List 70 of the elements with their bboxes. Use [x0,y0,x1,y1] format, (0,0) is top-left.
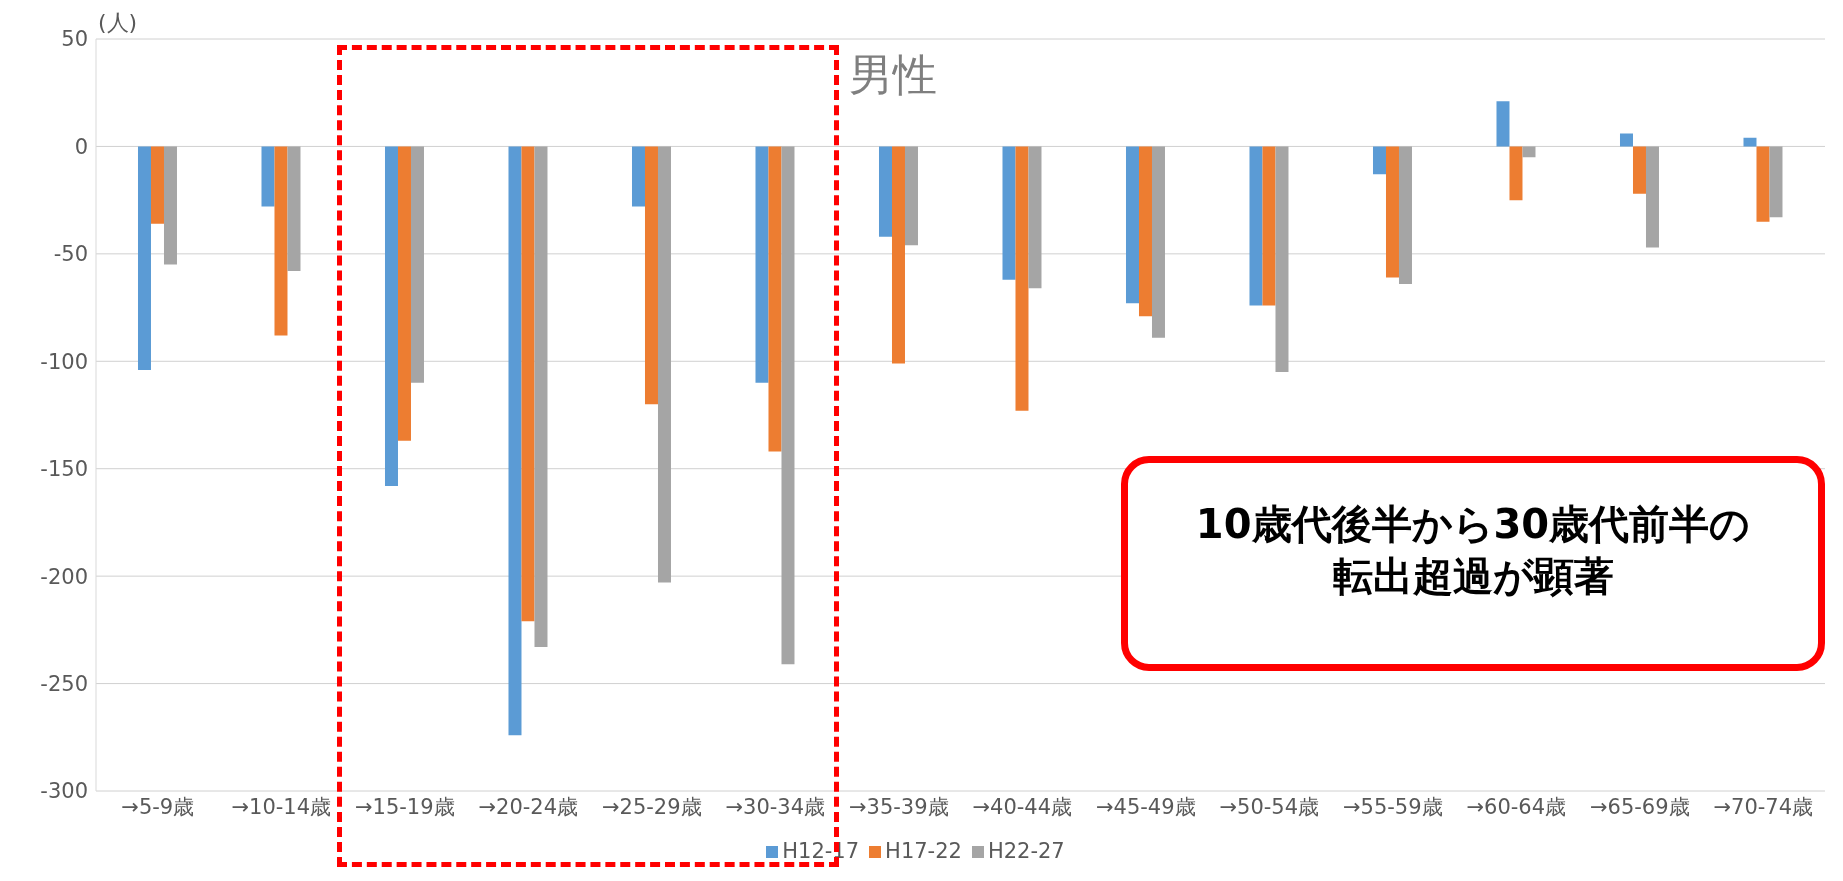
bar [150,146,164,224]
x-tick-label: →70-74歳 [1713,794,1814,819]
annotation: 転出超過が顕著 [1331,552,1615,601]
bar [1645,146,1659,248]
x-tick-label: →20-24歳 [478,794,579,819]
bar [1619,133,1633,147]
bar [410,146,424,383]
x-tick-label: →65-69歳 [1589,794,1690,819]
bar [384,146,398,486]
bar [1138,146,1152,317]
y-tick-label: -100 [40,349,88,374]
y-tick-label: -50 [53,242,88,267]
y-tick-label: 0 [74,134,88,159]
annotation: 10歳代後半から30歳代前半の [1194,500,1752,549]
bar [521,146,535,622]
legend-label: H17-22 [885,839,962,863]
bar [1002,146,1016,280]
bar [274,146,288,336]
bar [534,146,548,648]
y-tick-label: -150 [40,457,88,482]
bar [137,146,151,370]
bar [397,146,411,441]
bar [1028,146,1042,289]
bar [1125,146,1139,304]
bar [1372,146,1386,175]
bar [891,146,905,364]
bar [1522,146,1536,158]
bar [1496,101,1510,147]
bar [768,146,782,452]
legend-label: H22-27 [987,839,1065,863]
bar [1398,146,1412,284]
bar [1385,146,1399,278]
bar [1756,146,1770,222]
bar [1275,146,1289,373]
bar [755,146,769,383]
bar [1262,146,1276,306]
x-tick-label: →30-34歳 [725,794,826,819]
x-tick-label: →55-59歳 [1342,794,1443,819]
bar [1015,146,1029,411]
bar [1743,137,1757,147]
y-axis-title: (人) [98,9,138,37]
y-tick-label: -250 [40,672,88,697]
bar [781,146,795,665]
bar [1151,146,1165,338]
bar [1769,146,1783,218]
y-tick-label: -300 [40,779,88,804]
bar [878,146,892,237]
x-tick-label: →35-39歳 [848,794,949,819]
x-tick-label: →50-54歳 [1219,794,1320,819]
bar [904,146,918,246]
bar [163,146,177,265]
bar [261,146,275,207]
x-tick-label: →60-64歳 [1466,794,1567,819]
x-tick-label: →25-29歳 [601,794,702,819]
bar [644,146,658,405]
bar [1509,146,1523,201]
x-tick-label: →5-9歳 [121,794,195,819]
bar [1249,146,1263,306]
y-tick-label: 50 [61,27,88,52]
bar [1632,146,1646,194]
bar [508,146,522,736]
x-tick-label: →45-49歳 [1095,794,1196,819]
x-tick-label: →10-14歳 [231,794,332,819]
bar [657,146,671,583]
annotation: 男性 [849,48,937,102]
x-tick-label: →15-19歳 [354,794,455,819]
bar [287,146,301,272]
x-tick-label: →40-44歳 [972,794,1073,819]
y-tick-label: -200 [40,564,88,589]
bar [631,146,645,207]
